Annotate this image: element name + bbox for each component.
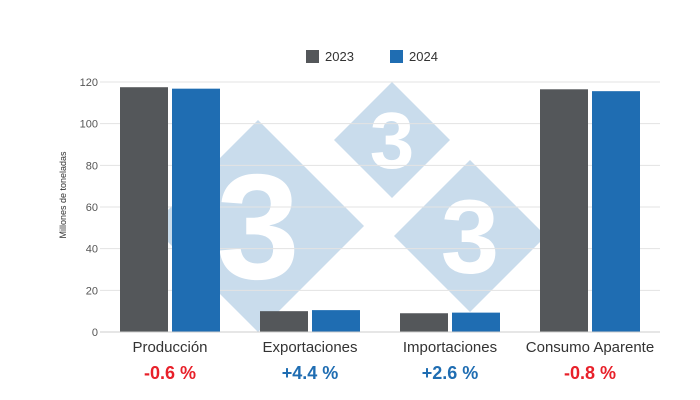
- legend-label: 2023: [325, 49, 354, 64]
- bar-2023[interactable]: [400, 313, 448, 332]
- y-tick-label: 80: [86, 160, 98, 172]
- bar-2023[interactable]: [540, 89, 588, 333]
- bars: [120, 87, 640, 333]
- bar-2024[interactable]: [452, 312, 500, 332]
- category-labels: Producción Exportaciones Importaciones Cons…: [132, 339, 654, 356]
- category-label: Importaciones: [403, 339, 497, 356]
- legend-swatch: [306, 50, 319, 63]
- bar-2024[interactable]: [592, 91, 640, 333]
- category-label: Producción: [132, 339, 207, 356]
- legend-swatch: [390, 50, 403, 63]
- watermark-glyph: 3: [216, 143, 299, 311]
- legend-item-2023[interactable]: 2023: [306, 49, 354, 64]
- y-tick-label: 0: [92, 327, 98, 339]
- watermark-glyph: 3: [370, 96, 415, 185]
- bar-2024[interactable]: [312, 310, 360, 332]
- category-label: Exportaciones: [262, 339, 357, 356]
- watermark-shape: [394, 160, 546, 312]
- watermark-shape: [334, 82, 450, 198]
- bar-2024[interactable]: [172, 88, 220, 333]
- y-tick-label: 100: [80, 119, 98, 131]
- watermark-glyph: 3: [441, 179, 499, 296]
- y-tick-label: 60: [86, 202, 98, 214]
- watermark-diamond: 3: [334, 82, 450, 198]
- y-tick-label: 20: [86, 285, 98, 297]
- bar-2023[interactable]: [260, 311, 308, 332]
- y-axis-label: Millones de toneladas: [58, 151, 68, 239]
- legend-item-2024[interactable]: 2024: [390, 49, 438, 64]
- category-label: Consumo Aparente: [526, 339, 654, 356]
- change-labels: -0.6 % +4.4 % +2.6 % -0.8 %: [144, 363, 616, 383]
- bar-2023[interactable]: [120, 87, 168, 332]
- legend-label: 2024: [409, 49, 438, 64]
- y-tick-label: 120: [80, 77, 98, 89]
- change-label: -0.6 %: [144, 363, 196, 383]
- y-tick-label: 40: [86, 244, 98, 256]
- y-axis-ticks: 0 20 40 60 80 100 120: [80, 77, 98, 339]
- change-label: +4.4 %: [282, 363, 339, 383]
- change-label: -0.8 %: [564, 363, 616, 383]
- watermark-diamond: 3: [394, 160, 546, 312]
- legend: 2023 2024: [306, 49, 438, 64]
- change-label: +2.6 %: [422, 363, 479, 383]
